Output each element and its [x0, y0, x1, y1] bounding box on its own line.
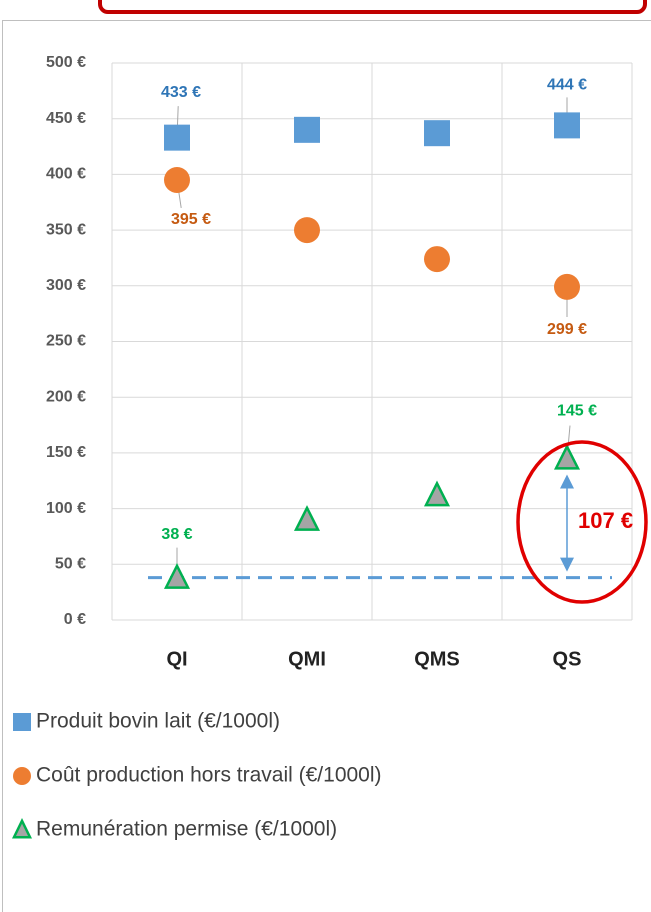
marker: [423, 480, 451, 507]
legend-marker: [13, 767, 31, 785]
highlight-ellipse: [516, 440, 648, 604]
annotation: 107 €: [578, 508, 633, 533]
highlight-box: [98, 0, 647, 14]
legend-marker: [11, 817, 33, 839]
marker: [553, 443, 581, 470]
marker: [293, 505, 321, 531]
y-tick-label: 200 €: [46, 388, 86, 405]
legend-label: Coût production hors travail (€/1000l): [36, 764, 382, 787]
y-tick-label: 300 €: [46, 277, 86, 294]
marker: [424, 120, 450, 147]
data-label: 299 €: [547, 321, 587, 338]
data-label: 395 €: [171, 211, 211, 228]
y-tick-label: 500 €: [46, 54, 86, 71]
data-label: 433 €: [161, 84, 201, 101]
data-label: 38 €: [161, 526, 192, 543]
x-tick-label: QMI: [288, 648, 326, 670]
legend-label: Remunération permise (€/1000l): [36, 818, 337, 841]
x-tick-label: QS: [553, 648, 582, 670]
marker: [554, 273, 580, 300]
y-tick-label: 250 €: [46, 333, 86, 350]
marker: [164, 166, 190, 193]
data-label: 145 €: [557, 403, 597, 420]
y-tick-label: 400 €: [46, 166, 86, 183]
arrow-head: [560, 557, 574, 572]
marker: [294, 116, 320, 143]
chart-border: [2, 20, 651, 912]
arrow-head: [560, 474, 574, 489]
y-tick-label: 100 €: [46, 500, 86, 517]
y-tick-label: 50 €: [55, 556, 86, 573]
y-tick-label: 350 €: [46, 221, 86, 238]
legend-label: Produit bovin lait (€/1000l): [36, 710, 280, 733]
marker: [164, 124, 190, 151]
marker: [163, 562, 191, 589]
x-tick-label: QI: [166, 648, 187, 670]
marker: [294, 217, 320, 244]
marker: [554, 112, 580, 139]
y-tick-label: 150 €: [46, 444, 86, 461]
x-tick-label: QMS: [414, 648, 460, 670]
marker: [424, 246, 450, 273]
data-label: 444 €: [547, 77, 587, 94]
legend-marker: [13, 713, 31, 731]
y-tick-label: 0 €: [64, 611, 86, 628]
y-tick-label: 450 €: [46, 110, 86, 127]
